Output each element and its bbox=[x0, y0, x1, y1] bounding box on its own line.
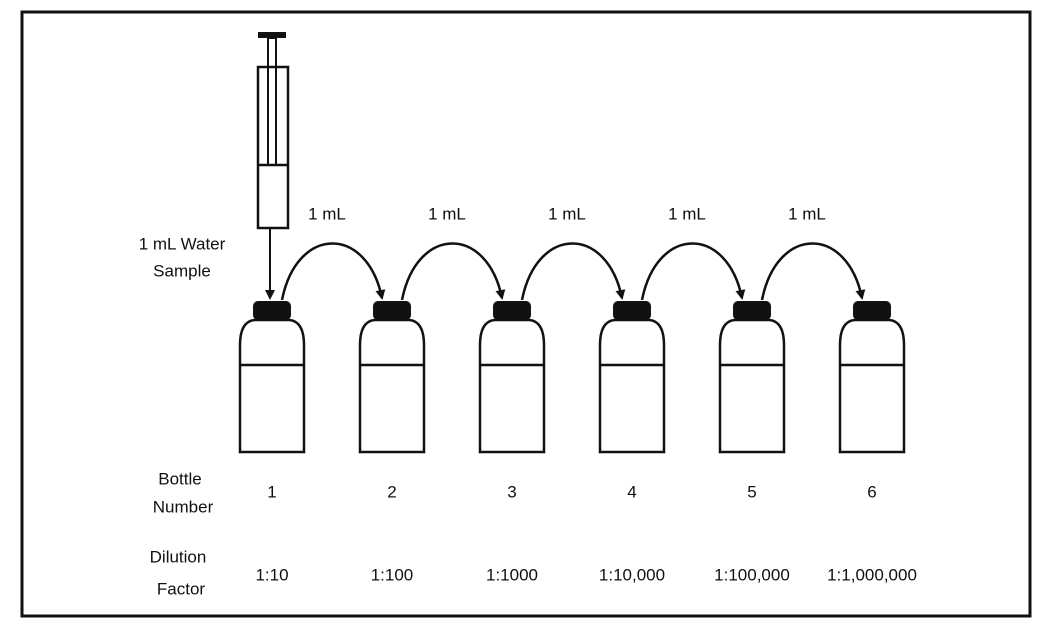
dilution: 1:100,000 bbox=[714, 565, 790, 584]
row-label: Dilution bbox=[150, 547, 207, 566]
bottle-number: 5 bbox=[747, 482, 756, 501]
transfer-label: 1 mL bbox=[668, 204, 706, 223]
sample-label: Sample bbox=[153, 261, 211, 280]
bottle-number: 1 bbox=[267, 482, 276, 501]
transfer-arrow bbox=[400, 242, 506, 301]
transfer-arrow bbox=[520, 242, 626, 301]
sample-label: 1 mL Water bbox=[139, 234, 226, 253]
row-label: Bottle bbox=[158, 469, 201, 488]
dilution: 1:100 bbox=[371, 565, 414, 584]
transfer-label: 1 mL bbox=[548, 204, 586, 223]
dilution: 1:1,000,000 bbox=[827, 565, 917, 584]
bottle-cap bbox=[373, 301, 411, 320]
bottle bbox=[838, 318, 906, 454]
bottle-cap bbox=[493, 301, 531, 320]
bottle-number: 3 bbox=[507, 482, 516, 501]
bottle bbox=[478, 318, 546, 454]
row-label: Number bbox=[153, 497, 214, 516]
bottle bbox=[598, 318, 666, 454]
bottle bbox=[358, 318, 426, 454]
dilution: 1:10,000 bbox=[599, 565, 665, 584]
bottle bbox=[718, 318, 786, 454]
transfer-arrow bbox=[280, 242, 386, 301]
syringe bbox=[256, 32, 290, 300]
bottle-cap bbox=[853, 301, 891, 320]
transfer-label: 1 mL bbox=[428, 204, 466, 223]
dilution: 1:1000 bbox=[486, 565, 538, 584]
bottle-cap bbox=[253, 301, 291, 320]
bottle-number: 2 bbox=[387, 482, 396, 501]
row-label: Factor bbox=[157, 579, 206, 598]
bottle-number: 4 bbox=[627, 482, 636, 501]
transfer-label: 1 mL bbox=[788, 204, 826, 223]
bottle-cap bbox=[613, 301, 651, 320]
bottle bbox=[238, 318, 306, 454]
transfer-arrow bbox=[760, 242, 866, 301]
bottle-cap bbox=[733, 301, 771, 320]
transfer-label: 1 mL bbox=[308, 204, 346, 223]
frame bbox=[20, 10, 1032, 618]
dilution: 1:10 bbox=[255, 565, 288, 584]
bottle-number: 6 bbox=[867, 482, 876, 501]
transfer-arrow bbox=[640, 242, 746, 301]
